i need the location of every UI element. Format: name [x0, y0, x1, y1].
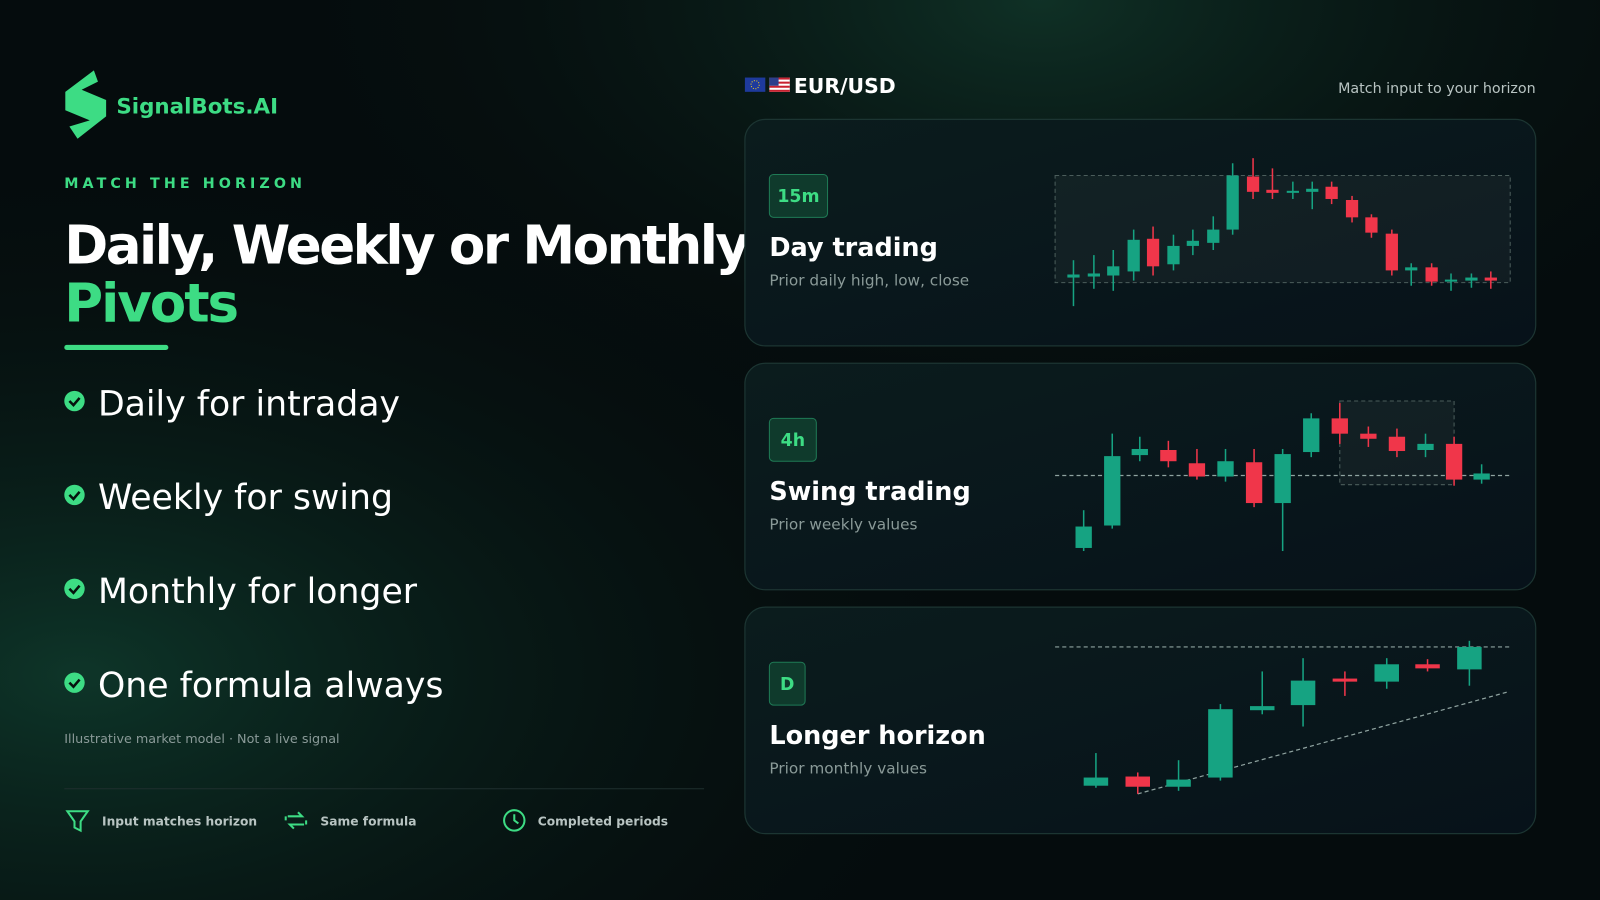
candle-body: [1207, 229, 1220, 243]
brand: SignalBots.AI: [116, 94, 278, 119]
filter-icon: [65, 810, 90, 833]
check-icon: [64, 672, 85, 693]
candle-body: [1208, 709, 1233, 778]
check-icon: [68, 584, 81, 595]
candle-body: [1325, 186, 1338, 199]
candle-body: [1087, 273, 1100, 277]
candle-body: [1286, 190, 1299, 193]
feature: Input matches horizon: [102, 815, 257, 829]
check-icon: [64, 578, 85, 599]
tag-box: [768, 661, 806, 706]
candle-body: [1167, 245, 1180, 265]
tag-box: [768, 417, 817, 462]
candle-body: [1445, 443, 1463, 480]
candle-body: [1226, 175, 1239, 230]
headline-accent: Pivots: [64, 272, 237, 334]
candle-body: [1250, 706, 1275, 711]
candle-body: [1365, 217, 1378, 233]
check-icon: [68, 491, 81, 501]
candle-body: [1331, 418, 1348, 434]
bullet: One formula always: [98, 666, 444, 706]
card: D Longer horizon Prior monthly values: [744, 606, 1537, 835]
tag: D: [780, 675, 794, 695]
eyebrow: MATCH THE HORIZON: [64, 176, 306, 192]
candle-body: [1188, 463, 1206, 477]
headline: Daily, Weekly or Monthly: [64, 214, 749, 276]
pair: EUR/USD: [794, 74, 896, 98]
candle-body: [1473, 473, 1490, 480]
candle-body: [1217, 461, 1234, 477]
clock-icon: [503, 809, 526, 832]
card: 4h Swing trading Prior weekly values: [744, 362, 1537, 591]
candle-body: [1131, 448, 1148, 456]
card-subtitle: Prior monthly values: [769, 759, 927, 777]
flags: [744, 77, 790, 92]
candle-body: [1186, 240, 1199, 246]
zone: [1054, 175, 1511, 284]
candle-body: [1104, 456, 1121, 526]
card-title: Swing trading: [769, 477, 970, 507]
candle-body: [1166, 779, 1191, 787]
feature: Completed periods: [538, 815, 668, 829]
hint: Match input to your horizon: [1338, 81, 1536, 97]
candle-body: [1107, 266, 1120, 276]
candle-body: [1266, 189, 1279, 193]
feature: Same formula: [320, 815, 416, 829]
repeat-icon: [284, 811, 308, 830]
cards: 15m Day trading Prior daily high, low, clo…: [744, 118, 1537, 835]
candle-body: [1457, 646, 1482, 670]
candle-body: [1360, 433, 1377, 439]
bullet-list: Daily for intraday Weekly for swing Mont…: [64, 384, 444, 706]
candle-body: [1425, 267, 1438, 282]
tag-box: [768, 173, 829, 218]
bullet: Monthly for longer: [98, 572, 418, 612]
candle-body: [1160, 450, 1177, 462]
candle-body: [1083, 777, 1109, 786]
candle-body: [1388, 436, 1406, 452]
candle-body: [1303, 418, 1320, 453]
card-subtitle: Prior weekly values: [769, 516, 917, 534]
candle-body: [1245, 462, 1263, 504]
candle-body: [1290, 680, 1316, 706]
candle-body: [1385, 233, 1398, 271]
candle-body: [1246, 176, 1260, 192]
logo: [65, 70, 107, 139]
candle-body: [1415, 664, 1440, 669]
tag: 15m: [777, 187, 819, 207]
feature-row: Input matches horizon Same formula Compl…: [65, 809, 668, 833]
candle-body: [1332, 678, 1358, 682]
candle-body: [1374, 664, 1399, 682]
bullet: Daily for intraday: [98, 384, 400, 424]
clock-icon: [513, 814, 519, 825]
candle-body: [1127, 239, 1140, 272]
tag: 4h: [781, 431, 805, 451]
card-frame: [744, 606, 1537, 835]
check-icon: [68, 397, 81, 407]
card-frame: [744, 118, 1537, 347]
candle-body: [1465, 277, 1478, 281]
card-title: Day trading: [769, 233, 937, 263]
disclaimer: Illustrative market model · Not a live s…: [64, 732, 339, 747]
candle-body: [1306, 188, 1319, 192]
check-icon: [64, 390, 85, 412]
candle-body: [1484, 277, 1497, 281]
candle-body: [1125, 776, 1150, 787]
candle-body: [1417, 443, 1434, 450]
bullet: Weekly for swing: [98, 478, 393, 518]
candle-body: [1444, 279, 1458, 282]
candle-body: [1405, 267, 1418, 271]
candle-body: [1075, 526, 1092, 548]
candle-body: [1067, 274, 1080, 278]
check-icon: [68, 678, 81, 689]
candle-body: [1146, 238, 1160, 267]
underline: [64, 344, 169, 350]
check-icon: [64, 484, 85, 506]
candle-body: [1274, 454, 1291, 504]
card: 15m Day trading Prior daily high, low, clo…: [744, 118, 1537, 347]
card-subtitle: Prior daily high, low, close: [769, 272, 969, 290]
candle-body: [1345, 200, 1359, 218]
card-title: Longer horizon: [769, 721, 985, 751]
